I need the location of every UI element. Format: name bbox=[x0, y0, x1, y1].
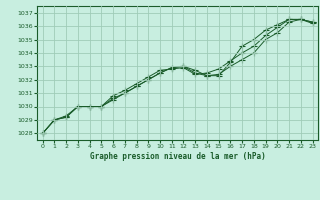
X-axis label: Graphe pression niveau de la mer (hPa): Graphe pression niveau de la mer (hPa) bbox=[90, 152, 266, 161]
